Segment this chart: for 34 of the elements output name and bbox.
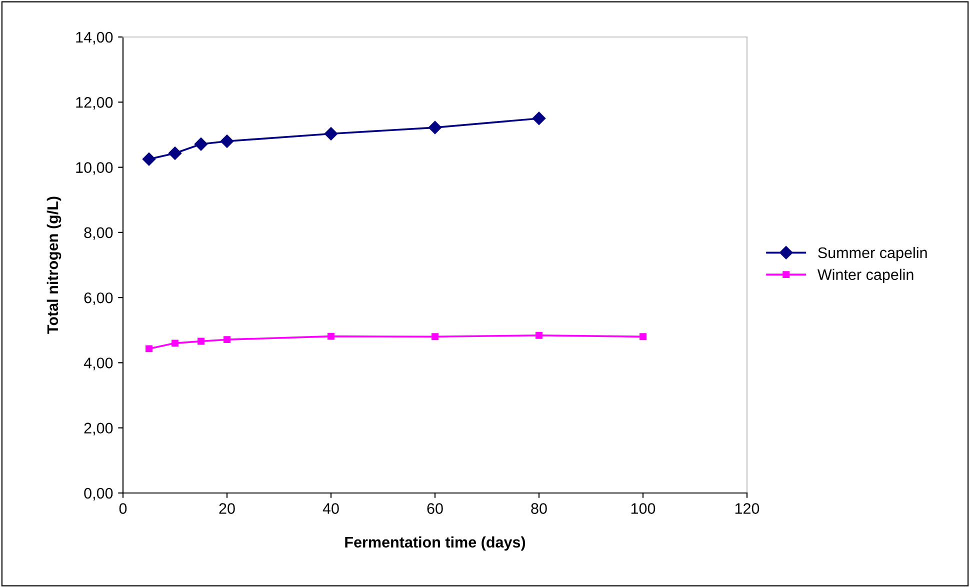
x-axis-title: Fermentation time (days)	[345, 536, 526, 551]
y-tick-label: 0,00	[84, 488, 113, 500]
point	[324, 127, 338, 140]
point	[536, 332, 542, 339]
point	[328, 332, 334, 340]
x-tick-label: 80	[531, 503, 547, 514]
y-tick-label: 14,00	[76, 32, 113, 44]
y-tick-label: 8,00	[84, 227, 113, 240]
point	[194, 138, 208, 151]
point	[640, 333, 646, 340]
y-tick-label: 2,00	[84, 422, 113, 436]
point	[168, 146, 182, 160]
y-tick-label: 10,00	[76, 162, 113, 175]
x-tick-label: 20	[219, 503, 235, 514]
y-tick-label: 6,00	[84, 292, 113, 306]
point	[146, 345, 152, 352]
x-tick-label: 40	[322, 503, 339, 514]
point	[432, 333, 438, 340]
legend-label: Winter capelin	[817, 268, 914, 284]
point	[532, 112, 546, 126]
y-tick-label: 4,00	[84, 358, 113, 370]
x-tick-label: 120	[735, 503, 760, 514]
x-tick-label: 60	[427, 503, 443, 514]
x-tick-label: 100	[631, 503, 656, 514]
point	[220, 134, 234, 148]
y-tick-label: 12,00	[76, 97, 113, 110]
point	[172, 340, 178, 347]
point	[428, 120, 442, 134]
point	[142, 152, 156, 166]
y-axis-title: Total nitrogen (g/L)	[46, 196, 62, 334]
point	[224, 336, 230, 344]
legend-label: Summer capelin	[818, 246, 927, 262]
x-tick-label: 0	[119, 503, 127, 514]
point	[198, 338, 204, 345]
